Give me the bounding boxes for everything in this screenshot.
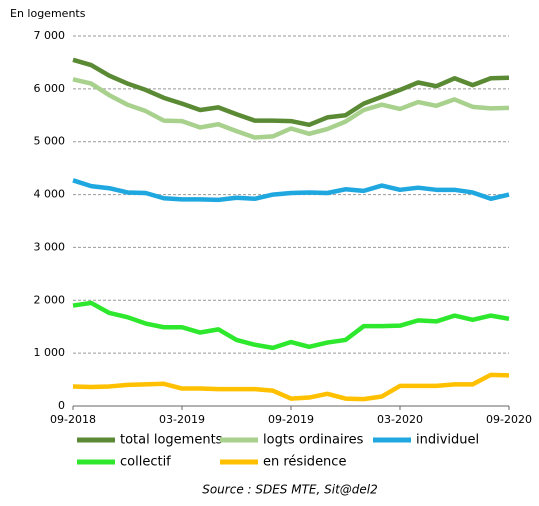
series-line (72, 300, 510, 351)
series-line (72, 372, 510, 402)
y-tick-label: 4 000 (34, 188, 66, 201)
legend-label: total logements (120, 433, 223, 448)
y-tick-label: 5 000 (34, 135, 66, 148)
y-tick-label: 2 000 (34, 293, 66, 306)
y-tick-label: 6 000 (34, 82, 66, 95)
y-tick-label: 0 (58, 399, 65, 412)
legend-label: collectif (120, 455, 171, 470)
x-tick-label: 03-2019 (159, 413, 205, 426)
series-line (72, 178, 510, 203)
legend-label: en résidence (263, 455, 346, 470)
legend-label: logts ordinaires (263, 433, 364, 448)
source: Source : SDES MTE, Sit@del2 (202, 483, 378, 497)
x-tick-label: 03-2020 (377, 413, 423, 426)
x-tick-label: 09-2018 (50, 413, 96, 426)
legend-label: individuel (416, 433, 479, 448)
y-tick-label: 1 000 (34, 346, 66, 359)
y-axis-title: En logements (10, 7, 86, 20)
series-line (72, 77, 510, 140)
y-tick-label: 3 000 (34, 240, 66, 253)
x-tick-label: 09-2020 (486, 413, 532, 426)
y-tick-label: 7 000 (34, 29, 66, 42)
series-line (72, 57, 510, 128)
x-tick-label: 09-2019 (268, 413, 314, 426)
